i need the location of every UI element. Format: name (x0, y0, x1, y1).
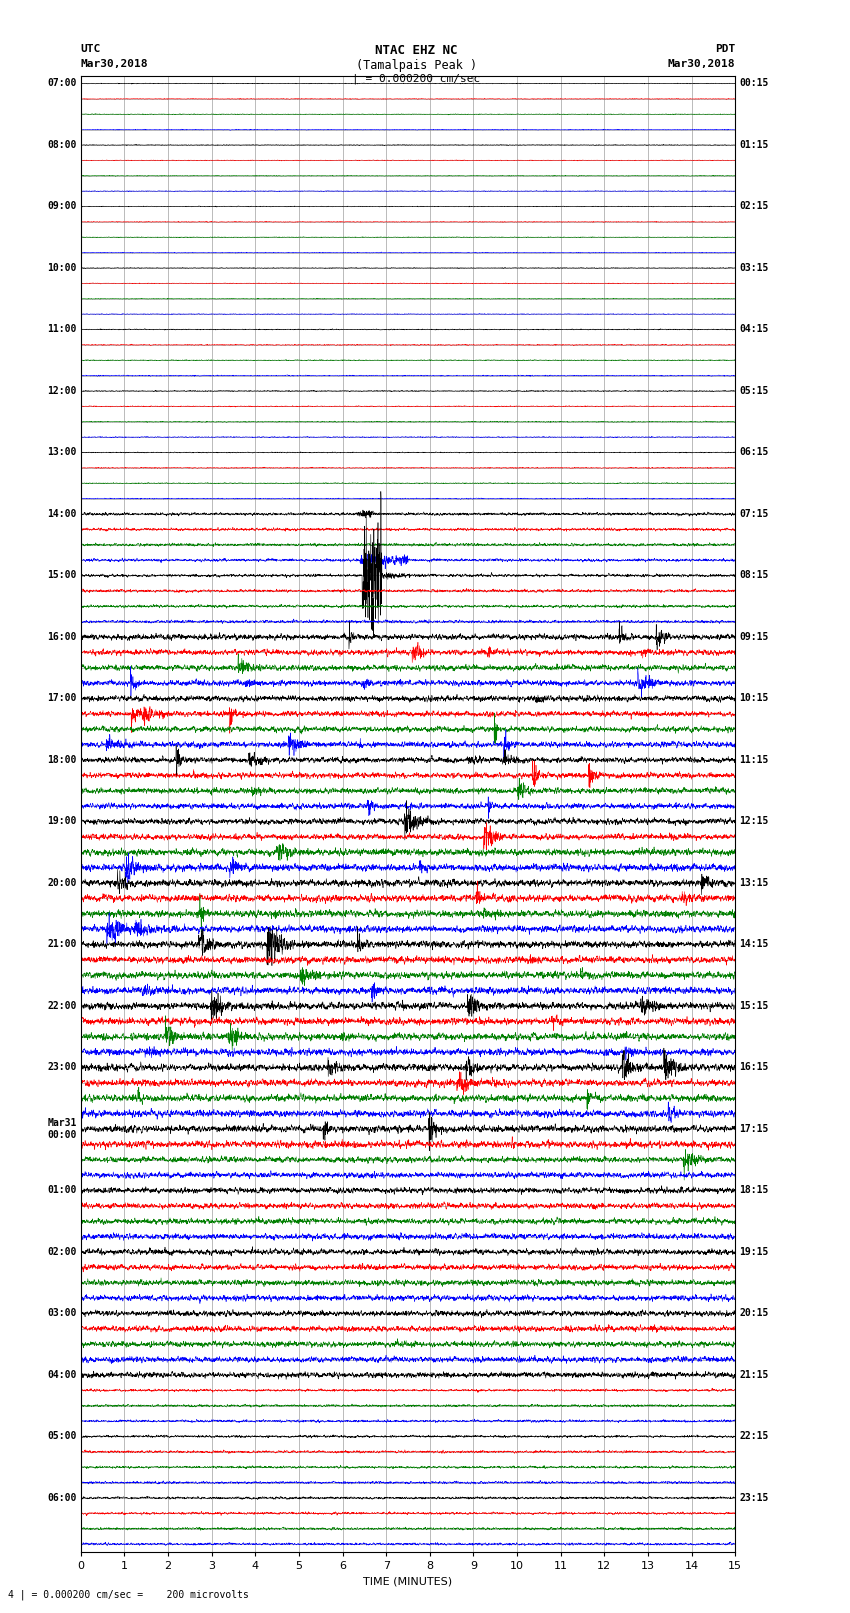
Text: 01:15: 01:15 (740, 140, 769, 150)
Text: 01:00: 01:00 (47, 1186, 76, 1195)
Text: 20:15: 20:15 (740, 1308, 769, 1318)
X-axis label: TIME (MINUTES): TIME (MINUTES) (364, 1576, 452, 1586)
Text: 08:15: 08:15 (740, 571, 769, 581)
Text: 16:15: 16:15 (740, 1063, 769, 1073)
Text: 02:00: 02:00 (47, 1247, 76, 1257)
Text: 23:00: 23:00 (47, 1063, 76, 1073)
Text: 13:15: 13:15 (740, 877, 769, 887)
Text: 09:00: 09:00 (47, 202, 76, 211)
Text: 12:15: 12:15 (740, 816, 769, 826)
Text: 11:15: 11:15 (740, 755, 769, 765)
Text: 02:15: 02:15 (740, 202, 769, 211)
Text: 20:00: 20:00 (47, 877, 76, 887)
Text: 11:00: 11:00 (47, 324, 76, 334)
Text: 18:15: 18:15 (740, 1186, 769, 1195)
Text: 16:00: 16:00 (47, 632, 76, 642)
Text: 04:00: 04:00 (47, 1369, 76, 1379)
Text: 18:00: 18:00 (47, 755, 76, 765)
Text: UTC: UTC (81, 44, 101, 55)
Text: 10:15: 10:15 (740, 694, 769, 703)
Text: 06:15: 06:15 (740, 447, 769, 458)
Text: Mar30,2018: Mar30,2018 (81, 58, 148, 69)
Text: 10:00: 10:00 (47, 263, 76, 273)
Text: 14:15: 14:15 (740, 939, 769, 950)
Text: 04:15: 04:15 (740, 324, 769, 334)
Text: 05:15: 05:15 (740, 386, 769, 395)
Text: 19:15: 19:15 (740, 1247, 769, 1257)
Text: Mar30,2018: Mar30,2018 (668, 58, 735, 69)
Text: 21:15: 21:15 (740, 1369, 769, 1379)
Text: Mar31
00:00: Mar31 00:00 (47, 1118, 76, 1140)
Text: NTAC EHZ NC: NTAC EHZ NC (375, 44, 458, 58)
Text: PDT: PDT (715, 44, 735, 55)
Text: (Tamalpais Peak ): (Tamalpais Peak ) (356, 58, 477, 73)
Text: | = 0.000200 cm/sec: | = 0.000200 cm/sec (353, 73, 480, 84)
Text: 19:00: 19:00 (47, 816, 76, 826)
Text: 22:00: 22:00 (47, 1002, 76, 1011)
Text: 03:00: 03:00 (47, 1308, 76, 1318)
Text: 00:15: 00:15 (740, 79, 769, 89)
Text: 09:15: 09:15 (740, 632, 769, 642)
Text: 21:00: 21:00 (47, 939, 76, 950)
Text: 05:00: 05:00 (47, 1431, 76, 1442)
Text: 13:00: 13:00 (47, 447, 76, 458)
Text: 22:15: 22:15 (740, 1431, 769, 1442)
Text: 07:15: 07:15 (740, 510, 769, 519)
Text: 15:15: 15:15 (740, 1002, 769, 1011)
Text: 17:00: 17:00 (47, 694, 76, 703)
Text: 23:15: 23:15 (740, 1494, 769, 1503)
Text: 08:00: 08:00 (47, 140, 76, 150)
Text: 4 | = 0.000200 cm/sec =    200 microvolts: 4 | = 0.000200 cm/sec = 200 microvolts (8, 1589, 249, 1600)
Text: 14:00: 14:00 (47, 510, 76, 519)
Text: 07:00: 07:00 (47, 79, 76, 89)
Text: 12:00: 12:00 (47, 386, 76, 395)
Text: 03:15: 03:15 (740, 263, 769, 273)
Text: 06:00: 06:00 (47, 1494, 76, 1503)
Text: 17:15: 17:15 (740, 1124, 769, 1134)
Text: 15:00: 15:00 (47, 571, 76, 581)
